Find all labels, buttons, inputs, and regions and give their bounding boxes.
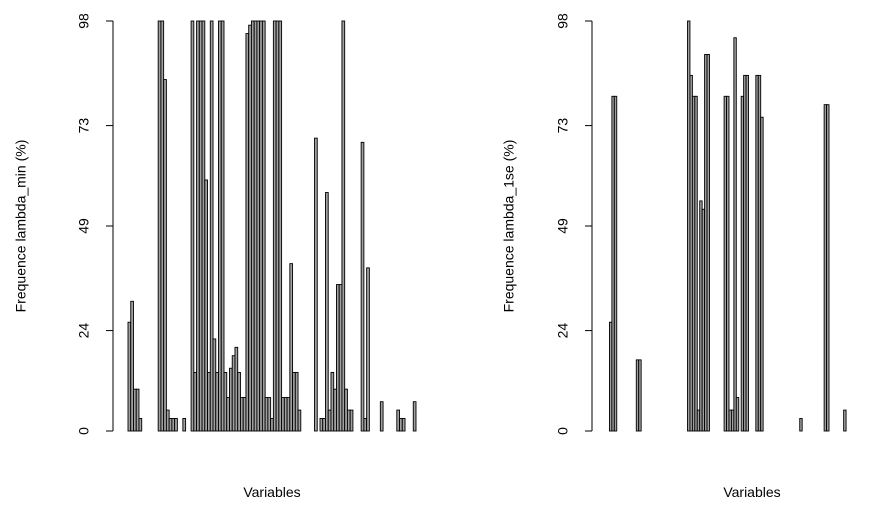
- bar: [278, 20, 283, 432]
- bar: [174, 418, 178, 432]
- bar: [745, 74, 749, 432]
- bar: [412, 401, 417, 432]
- y-tick-label: 98: [76, 13, 92, 29]
- bar: [209, 20, 214, 432]
- y-axis: 0 24 49 73 98: [76, 13, 114, 435]
- x-axis-label: Variables: [243, 484, 300, 500]
- y-tick-label: 49: [555, 218, 571, 234]
- bar: [341, 20, 346, 432]
- bar: [130, 300, 134, 432]
- bar: [694, 95, 698, 432]
- bar: [138, 418, 143, 432]
- bar: [726, 95, 730, 432]
- bar: [706, 54, 710, 432]
- bar: [360, 141, 365, 432]
- bar: [733, 37, 737, 432]
- bar: [261, 20, 266, 432]
- bars: [608, 20, 847, 432]
- y-tick-label: 0: [555, 427, 571, 435]
- bar: [190, 20, 195, 432]
- bar: [826, 104, 830, 432]
- bar: [325, 192, 329, 432]
- y-tick-label: 49: [76, 218, 92, 234]
- bar: [843, 409, 847, 432]
- bar: [314, 137, 318, 432]
- bar: [735, 397, 740, 432]
- bar: [401, 418, 406, 432]
- bar: [163, 79, 167, 432]
- bar: [799, 418, 803, 432]
- y-tick-label: 24: [555, 323, 571, 339]
- bar: [294, 371, 299, 432]
- bar: [638, 359, 642, 432]
- panel-lambda-1se: 0 24 49 73 98 Frequence lambda_1se (%) Varia…: [501, 13, 847, 500]
- y-tick-label: 24: [76, 323, 92, 339]
- y-tick-label: 73: [76, 118, 92, 134]
- y-ticks: 0 24 49 73 98: [555, 13, 592, 435]
- bar: [366, 267, 370, 432]
- y-tick-label: 73: [555, 118, 571, 134]
- bar: [220, 20, 225, 432]
- bar: [267, 397, 272, 432]
- bar: [135, 388, 140, 432]
- bar: [182, 418, 187, 432]
- y-axis: 0 24 49 73 98: [555, 13, 593, 435]
- panel-lambda-min: 0 24 49 73 98 Frequence lambda_min (%) Varia…: [13, 13, 417, 500]
- y-ticks: 0 24 49 73 98: [76, 13, 113, 435]
- bar: [204, 179, 208, 432]
- bar: [289, 263, 294, 432]
- bar: [349, 409, 354, 432]
- bar: [379, 401, 384, 432]
- x-axis-label: Variables: [723, 484, 780, 500]
- bar: [297, 409, 302, 432]
- y-tick-label: 98: [555, 13, 571, 29]
- y-axis-label: Frequence lambda_min (%): [13, 140, 29, 313]
- bar: [760, 116, 764, 432]
- y-axis-label: Frequence lambda_1se (%): [501, 140, 517, 313]
- bars: [127, 20, 417, 432]
- y-tick-label: 0: [76, 427, 92, 435]
- bar: [613, 95, 618, 432]
